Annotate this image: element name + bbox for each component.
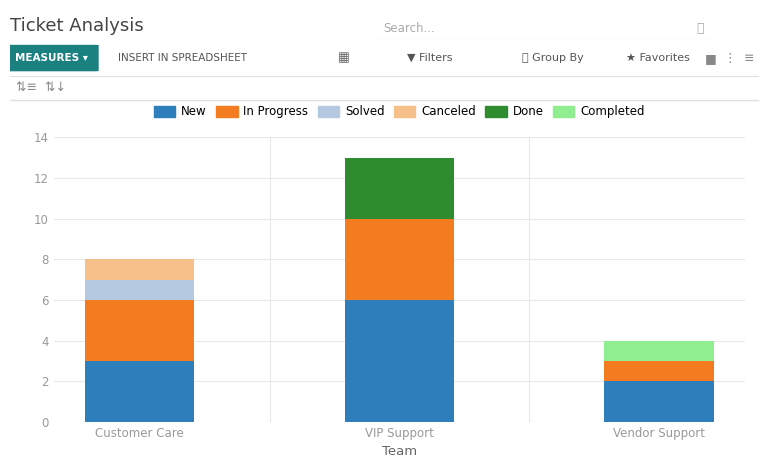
- Text: ⇅≡  ⇅↓: ⇅≡ ⇅↓: [15, 81, 66, 94]
- Text: ≡: ≡: [743, 52, 754, 64]
- Bar: [85, 259, 194, 280]
- X-axis label: Team: Team: [382, 445, 417, 458]
- Text: INSERT IN SPREADSHEET: INSERT IN SPREADSHEET: [118, 53, 247, 63]
- Text: 🗂 Group By: 🗂 Group By: [522, 53, 584, 63]
- Text: ★ Favorites: ★ Favorites: [626, 53, 690, 63]
- Text: Ticket Analysis: Ticket Analysis: [10, 17, 144, 35]
- Bar: [85, 300, 194, 361]
- Text: ⌕: ⌕: [697, 22, 704, 35]
- Bar: [604, 361, 713, 381]
- Text: ◔: ◔: [419, 52, 429, 64]
- Bar: [85, 280, 194, 300]
- Text: ↗: ↗: [379, 52, 389, 64]
- Text: ▦: ▦: [337, 52, 349, 64]
- Bar: [345, 158, 454, 219]
- Text: Search...: Search...: [383, 22, 435, 35]
- Text: ⋮: ⋮: [723, 52, 736, 64]
- Legend: New, In Progress, Solved, Canceled, Done, Completed: New, In Progress, Solved, Canceled, Done…: [149, 100, 650, 123]
- FancyBboxPatch shape: [5, 45, 98, 71]
- Text: ▼ Filters: ▼ Filters: [407, 53, 452, 63]
- Bar: [345, 219, 454, 300]
- Text: ☰: ☰: [458, 52, 470, 64]
- Bar: [604, 341, 713, 361]
- Text: MEASURES ▾: MEASURES ▾: [15, 53, 88, 63]
- Text: ■: ■: [704, 52, 717, 64]
- Bar: [604, 381, 713, 422]
- Bar: [85, 361, 194, 422]
- Bar: [345, 300, 454, 422]
